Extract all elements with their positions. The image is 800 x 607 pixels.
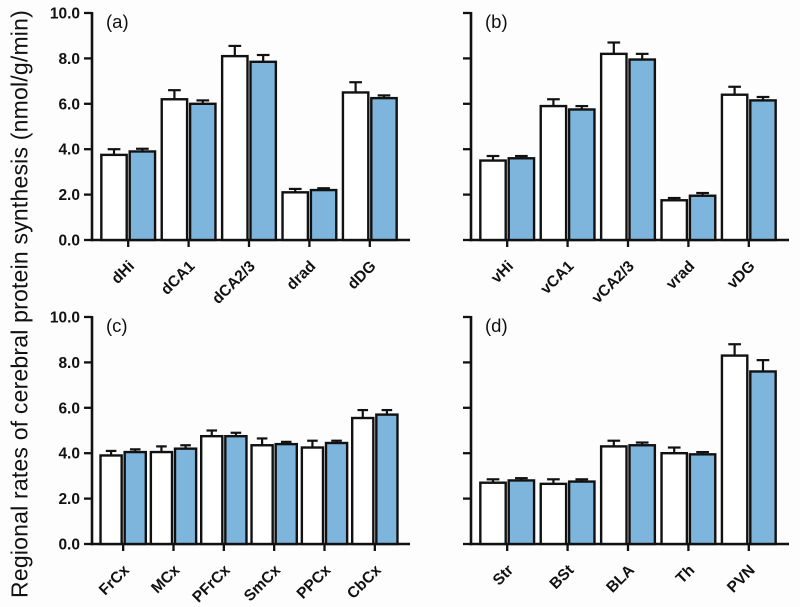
bar-white: [199, 434, 224, 545]
x-category-label: dCA2/3: [209, 258, 259, 303]
bar-white: [160, 98, 189, 242]
bar-white: [660, 199, 689, 242]
bar-white: [341, 91, 370, 242]
x-category-label: PVN: [724, 561, 759, 596]
x-category-label: vrad: [663, 258, 698, 293]
bar-blue: [567, 108, 596, 242]
x-category-label: drad: [283, 258, 319, 294]
panel-d: (d) Str BSt BLA Th PVN: [421, 304, 800, 607]
y-tick-label: 6.0: [58, 400, 80, 417]
panel-b-chart: (b) vHi vCA1 vCA2/3 vrad vDG: [463, 11, 789, 303]
bar-blue: [128, 150, 157, 242]
y-tick-label: 8.0: [58, 354, 80, 371]
panel-letter: (d): [485, 315, 508, 336]
bar-white: [599, 52, 628, 242]
bar-white: [599, 444, 628, 545]
x-category-label: PPCx: [294, 561, 335, 602]
bar-blue: [249, 60, 278, 242]
x-category-label: dHi: [108, 258, 138, 288]
bar-blue: [688, 452, 717, 545]
panel-a: 0.0 2.0 4.0 6.0 8.0 10.0 (a) dHi dCA1 dCA2/3 drad d…: [42, 0, 421, 303]
bar-blue: [507, 478, 536, 545]
panel-c: 0.0 2.0 4.0 6.0 8.0 10.0 (c) FrCx MCx PFrCx SmCx PP…: [42, 304, 421, 607]
x-category-label: Th: [673, 561, 698, 586]
y-tick-label: 0.0: [58, 536, 80, 553]
x-category-label: vDG: [724, 258, 759, 293]
bar-white: [479, 159, 507, 242]
panel-b: (b) vHi vCA1 vCA2/3 vrad vDG: [421, 0, 800, 303]
y-tick-label: 4.0: [58, 142, 80, 159]
bar-blue: [188, 102, 217, 242]
bar-white: [539, 104, 568, 242]
x-category-label: dCA1: [158, 258, 199, 299]
bar-blue: [749, 99, 777, 242]
y-tick-label: 4.0: [58, 445, 80, 462]
panel-d-chart: (d) Str BSt BLA Th PVN: [463, 315, 789, 596]
y-tick-label: 10.0: [50, 6, 80, 23]
x-category-label: SmCx: [241, 561, 284, 604]
bar-white: [149, 450, 174, 545]
x-category-label: FrCx: [96, 561, 133, 598]
x-category-label: BLA: [603, 561, 638, 596]
x-category-label: dDG: [344, 258, 379, 293]
bar-white: [281, 191, 310, 242]
panel-letter: (a): [106, 11, 129, 32]
bar-white: [300, 445, 325, 545]
bar-blue: [628, 443, 657, 545]
panel-letter: (b): [485, 11, 508, 32]
bar-blue: [628, 58, 657, 242]
bar-white: [720, 353, 749, 545]
panel-c-chart: 0.0 2.0 4.0 6.0 8.0 10.0 (c) FrCx MCx PFrCx SmCx PP…: [50, 309, 410, 606]
bar-blue: [507, 157, 536, 242]
panel-letter: (c): [106, 315, 128, 336]
x-category-label: BSt: [547, 561, 578, 592]
bar-blue: [173, 446, 198, 545]
bar-white: [660, 451, 689, 545]
bar-white: [479, 481, 507, 545]
bar-blue: [324, 441, 349, 545]
bar-blue: [224, 434, 248, 545]
bar-white: [350, 416, 375, 545]
bar-blue: [688, 194, 717, 242]
x-category-label: Str: [490, 561, 517, 588]
bar-blue: [375, 412, 399, 545]
panel-a-chart: 0.0 2.0 4.0 6.0 8.0 10.0 (a) dHi dCA1 dCA2/3 drad d…: [50, 6, 410, 303]
y-tick-label: 2.0: [58, 491, 80, 508]
x-category-label: MCx: [148, 561, 183, 596]
y-tick-label: 10.0: [50, 309, 80, 326]
x-category-label: vCA2/3: [589, 258, 638, 303]
x-category-label: PFrCx: [189, 561, 234, 606]
bar-blue: [749, 369, 777, 545]
x-category-label: vCA1: [537, 258, 577, 298]
bar-blue: [567, 479, 596, 545]
bar-blue: [370, 96, 398, 242]
bar-blue: [274, 442, 299, 545]
y-tick-label: 2.0: [58, 187, 80, 204]
bar-white: [220, 54, 249, 242]
x-category-label: CbCx: [344, 561, 385, 602]
bar-white: [250, 443, 274, 545]
y-tick-label: 6.0: [58, 96, 80, 113]
bar-white: [99, 453, 123, 545]
bar-white: [539, 482, 568, 545]
bar-blue: [123, 450, 148, 545]
bar-blue: [309, 188, 338, 242]
y-tick-label: 0.0: [58, 233, 80, 250]
panel-grid: 0.0 2.0 4.0 6.0 8.0 10.0 (a) dHi dCA1 dCA2/3 drad d…: [42, 0, 800, 607]
bar-white: [720, 93, 749, 242]
y-tick-label: 8.0: [58, 51, 80, 68]
x-category-label: vHi: [488, 258, 517, 287]
y-axis-label: Regional rates of cerebral protein synth…: [6, 9, 33, 598]
bar-white: [100, 153, 128, 242]
